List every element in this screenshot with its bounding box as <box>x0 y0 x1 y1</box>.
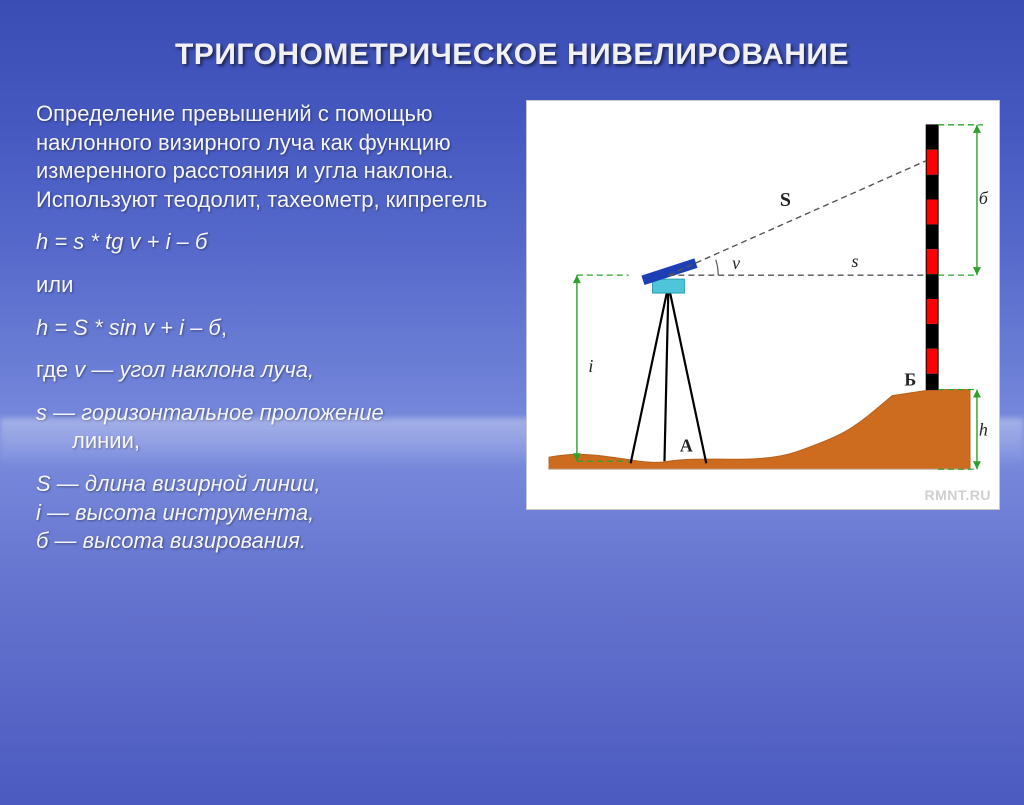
svg-text:i: i <box>588 356 593 376</box>
content-row: Определение превышений с помощью наклонн… <box>0 100 1024 570</box>
where-label: где <box>36 357 74 382</box>
def-v-text: v — угол наклона луча, <box>74 357 314 382</box>
leveling-diagram: v Ss i б h А Б <box>527 101 999 509</box>
svg-text:б: б <box>979 188 989 208</box>
intro-paragraph: Определение превышений с помощью наклонн… <box>36 100 506 214</box>
slide-title: ТРИГОНОМЕТРИЧЕСКОЕ НИВЕЛИРОВАНИЕ <box>0 38 1024 72</box>
svg-text:S: S <box>780 189 791 211</box>
svg-text:А: А <box>680 435 693 455</box>
def-capital-s: S — длина визирной линии, <box>36 470 506 499</box>
formula-2-comma: , <box>221 315 227 340</box>
formula-2: h = S * sin v + i – б, <box>36 314 506 343</box>
text-column: Определение превышений с помощью наклонн… <box>36 100 506 570</box>
watermark: RMNT.RU <box>925 487 992 503</box>
def-i: i — высота инструмента, <box>36 499 506 528</box>
svg-text:s: s <box>852 251 859 271</box>
diagram-figure: v Ss i б h А Б RMNT.RU <box>526 100 1000 510</box>
formula-1: h = s * tg v + i – б <box>36 228 506 257</box>
or-label: или <box>36 271 506 300</box>
svg-text:Б: Б <box>904 370 916 390</box>
def-v: где v — угол наклона луча, <box>36 356 506 385</box>
svg-text:h: h <box>979 419 988 439</box>
formula-2-expr: h = S * sin v + i – б <box>36 315 221 340</box>
svg-text:v: v <box>732 253 740 273</box>
def-b: б — высота визирования. <box>36 527 506 556</box>
